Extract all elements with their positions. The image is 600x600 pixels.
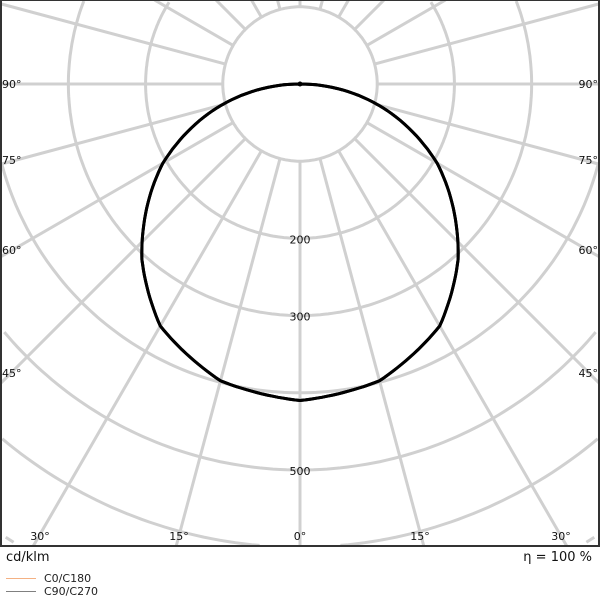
center-point <box>297 81 303 87</box>
grid-circle <box>1 437 599 547</box>
grid-spoke <box>337 0 350 18</box>
grid-spoke <box>318 158 426 547</box>
legend-item-c90: C90/C270 <box>6 585 98 598</box>
angle-label-right: 75° <box>579 154 599 167</box>
grid-spoke <box>366 0 447 47</box>
angle-label-bottom: 0° <box>294 530 307 543</box>
angle-label-bottom: 15° <box>410 530 430 543</box>
angle-label-bottom: 30° <box>551 530 571 543</box>
grid-spoke <box>214 0 247 31</box>
grid-spoke <box>250 0 263 18</box>
angle-label-left: 60° <box>2 244 22 257</box>
polar-chart: 200 300 500 90° 75° 60° 45° 90° 75° 60° 45° 30° 15° 0… <box>0 0 600 547</box>
angle-label-bottom: 15° <box>169 530 189 543</box>
efficiency-label: η = 100 % <box>523 550 592 565</box>
grid-spoke <box>366 121 600 258</box>
grid-spoke <box>0 2 226 66</box>
radial-tick-label: 200 <box>290 233 311 246</box>
chart-border <box>0 0 600 547</box>
grid-spoke <box>353 0 386 31</box>
legend-item-c0: C0/C180 <box>6 572 91 585</box>
legend-label: C90/C270 <box>44 585 99 598</box>
angle-label-right: 60° <box>579 244 599 257</box>
legend-swatch <box>6 591 36 592</box>
radial-tick-label: 500 <box>290 465 311 478</box>
angle-label-left: 90° <box>2 78 22 91</box>
grid-spoke <box>374 102 600 166</box>
legend-swatch <box>6 578 36 579</box>
grid-spoke <box>353 137 600 385</box>
grid-circle <box>3 331 597 472</box>
grid-spoke <box>0 137 247 385</box>
angle-label-right: 90° <box>579 78 599 91</box>
grid-circle <box>66 0 534 318</box>
grid-spoke <box>0 102 226 166</box>
angle-label-left: 75° <box>2 154 22 167</box>
angle-label-left: 45° <box>2 367 22 380</box>
radial-tick-label: 300 <box>290 311 311 324</box>
angle-label-bottom: 30° <box>30 530 50 543</box>
grid-spoke <box>0 121 234 258</box>
grid-spoke <box>153 0 234 47</box>
grid-spoke <box>374 2 600 66</box>
grid-spoke <box>337 150 569 547</box>
grid-spoke <box>276 0 282 10</box>
grid-spoke <box>174 158 282 547</box>
legend-label: C0/C180 <box>44 572 92 585</box>
unit-label: cd/klm <box>6 550 50 565</box>
grid-circle <box>4 535 596 544</box>
grid-spoke <box>318 0 324 10</box>
angle-label-right: 45° <box>579 367 599 380</box>
series-curve-1 <box>140 82 460 403</box>
grid-spoke <box>31 150 263 547</box>
